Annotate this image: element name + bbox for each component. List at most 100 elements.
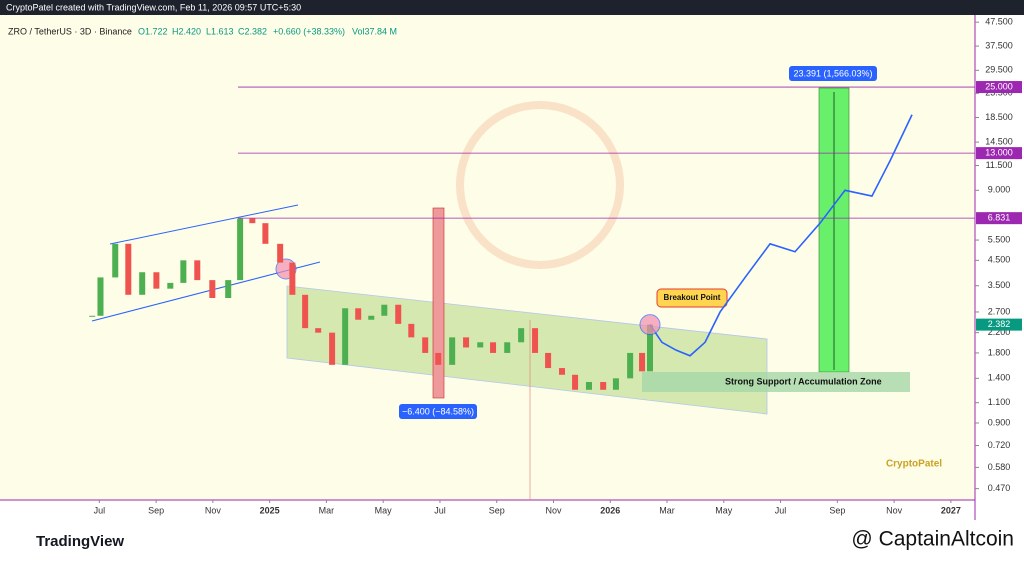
level-label: 25.000: [985, 81, 1013, 91]
candle: [112, 243, 119, 278]
x-tick-label: Jul: [94, 505, 106, 515]
ohlc-open: O1.722: [138, 26, 168, 36]
y-tick-label: 29.500: [985, 65, 1013, 75]
candle: [477, 342, 484, 348]
x-tick-label: Jul: [434, 505, 446, 515]
candle: [167, 282, 174, 289]
x-tick-label: Sep: [148, 505, 164, 515]
y-tick-label: 9.000: [988, 185, 1011, 195]
candle: [355, 308, 362, 320]
x-tick-label: Nov: [205, 505, 222, 515]
rise-label-box: [789, 66, 877, 81]
candle: [518, 328, 525, 343]
candle: [180, 260, 187, 283]
x-tick-label: Sep: [829, 505, 845, 515]
level-label: 6.831: [988, 213, 1011, 223]
level-tag: [976, 81, 1022, 94]
plot-area: [0, 15, 975, 500]
candle: [627, 352, 634, 379]
y-tick-label: 1.100: [988, 397, 1011, 407]
candle: [277, 243, 284, 263]
candle: [647, 324, 653, 372]
watermark: CryptoPatel: [886, 459, 942, 470]
candle: [139, 272, 146, 295]
candle: [381, 304, 388, 316]
y-tick-label: 1.800: [988, 347, 1011, 357]
y-tick-label: 5.500: [988, 234, 1011, 244]
breakout-label: Breakout Point: [664, 293, 721, 302]
last-price-label: 2.382: [988, 319, 1011, 329]
candle: [194, 260, 201, 281]
candle: [639, 352, 646, 372]
y-tick-label: 0.720: [988, 440, 1011, 450]
credit: CryptoPatel created with TradingView.com…: [6, 2, 301, 12]
y-tick-label: 11.500: [986, 160, 1013, 170]
candle: [249, 218, 256, 224]
ohlc-change: +0.660 (+38.33%): [273, 26, 345, 36]
candle: [262, 223, 269, 244]
candle: [422, 337, 429, 353]
candle: [408, 323, 415, 338]
candle: [125, 243, 132, 295]
marks: 47.50037.50029.50023.50018.50014.50011.5…: [89, 17, 1022, 515]
watermark-logo: [456, 101, 624, 269]
x-tick-label: 2027: [941, 505, 961, 515]
source: @ CaptainAltcoin: [851, 528, 1014, 551]
candle: [342, 308, 349, 365]
candle: [315, 328, 322, 333]
candle: [97, 277, 104, 316]
x-tick-label: 2025: [260, 505, 280, 515]
symbol: ZRO / TetherUS · 3D · Binance: [8, 26, 132, 36]
candle: [209, 280, 216, 298]
candle: [559, 368, 566, 375]
drop-label-box: [399, 404, 477, 419]
candle: [89, 315, 96, 317]
candle: [225, 280, 232, 298]
y-tick-label: 0.900: [988, 417, 1011, 427]
breakout-marker: [639, 314, 661, 336]
level-tag: [976, 212, 1022, 225]
candle: [463, 337, 470, 348]
candle: [368, 315, 375, 320]
x-tick-label: May: [375, 505, 393, 515]
candle: [532, 328, 539, 353]
level-tag: [976, 147, 1022, 160]
x-tick-label: Jul: [775, 505, 787, 515]
y-tick-label: 3.500: [988, 280, 1011, 290]
level-label: 13.000: [985, 148, 1013, 158]
x-tick-label: Mar: [319, 505, 335, 515]
y-tick-label: 2.700: [988, 306, 1011, 316]
candle: [612, 378, 619, 390]
y-tick-label: 1.400: [988, 373, 1011, 383]
candle: [449, 337, 456, 365]
brand: TradingView: [36, 533, 124, 550]
x-tick-label: 2026: [600, 505, 620, 515]
support-label: Strong Support / Accumulation Zone: [725, 376, 882, 386]
last-price-tag: [976, 318, 1022, 331]
y-tick-label: 14.500: [985, 136, 1013, 146]
x-tick-label: May: [715, 505, 733, 515]
drop-box: [432, 207, 445, 399]
candle: [435, 352, 442, 365]
y-tick-label: 0.470: [988, 483, 1011, 493]
candle: [585, 382, 592, 390]
candle: [329, 332, 336, 365]
y-tick-label: 37.500: [985, 40, 1013, 50]
top-bar: [0, 0, 1024, 15]
rise-label: 23.391 (1,566.03%): [793, 68, 872, 78]
y-tick-label: 47.500: [985, 17, 1013, 27]
ohlc-high: H2.420: [172, 26, 201, 36]
x-tick-label: Mar: [659, 505, 675, 515]
y-tick-label: 18.500: [985, 112, 1013, 122]
ohlc-close: C2.382: [238, 26, 267, 36]
drop-label: −6.400 (−84.58%): [402, 406, 474, 416]
up-channel-line: [109, 204, 299, 245]
projection-line: [649, 114, 913, 357]
candle: [302, 294, 309, 329]
y-tick-label: 4.500: [988, 255, 1011, 265]
x-tick-label: Nov: [545, 505, 562, 515]
candle: [545, 352, 552, 369]
support-zone: [642, 372, 910, 392]
